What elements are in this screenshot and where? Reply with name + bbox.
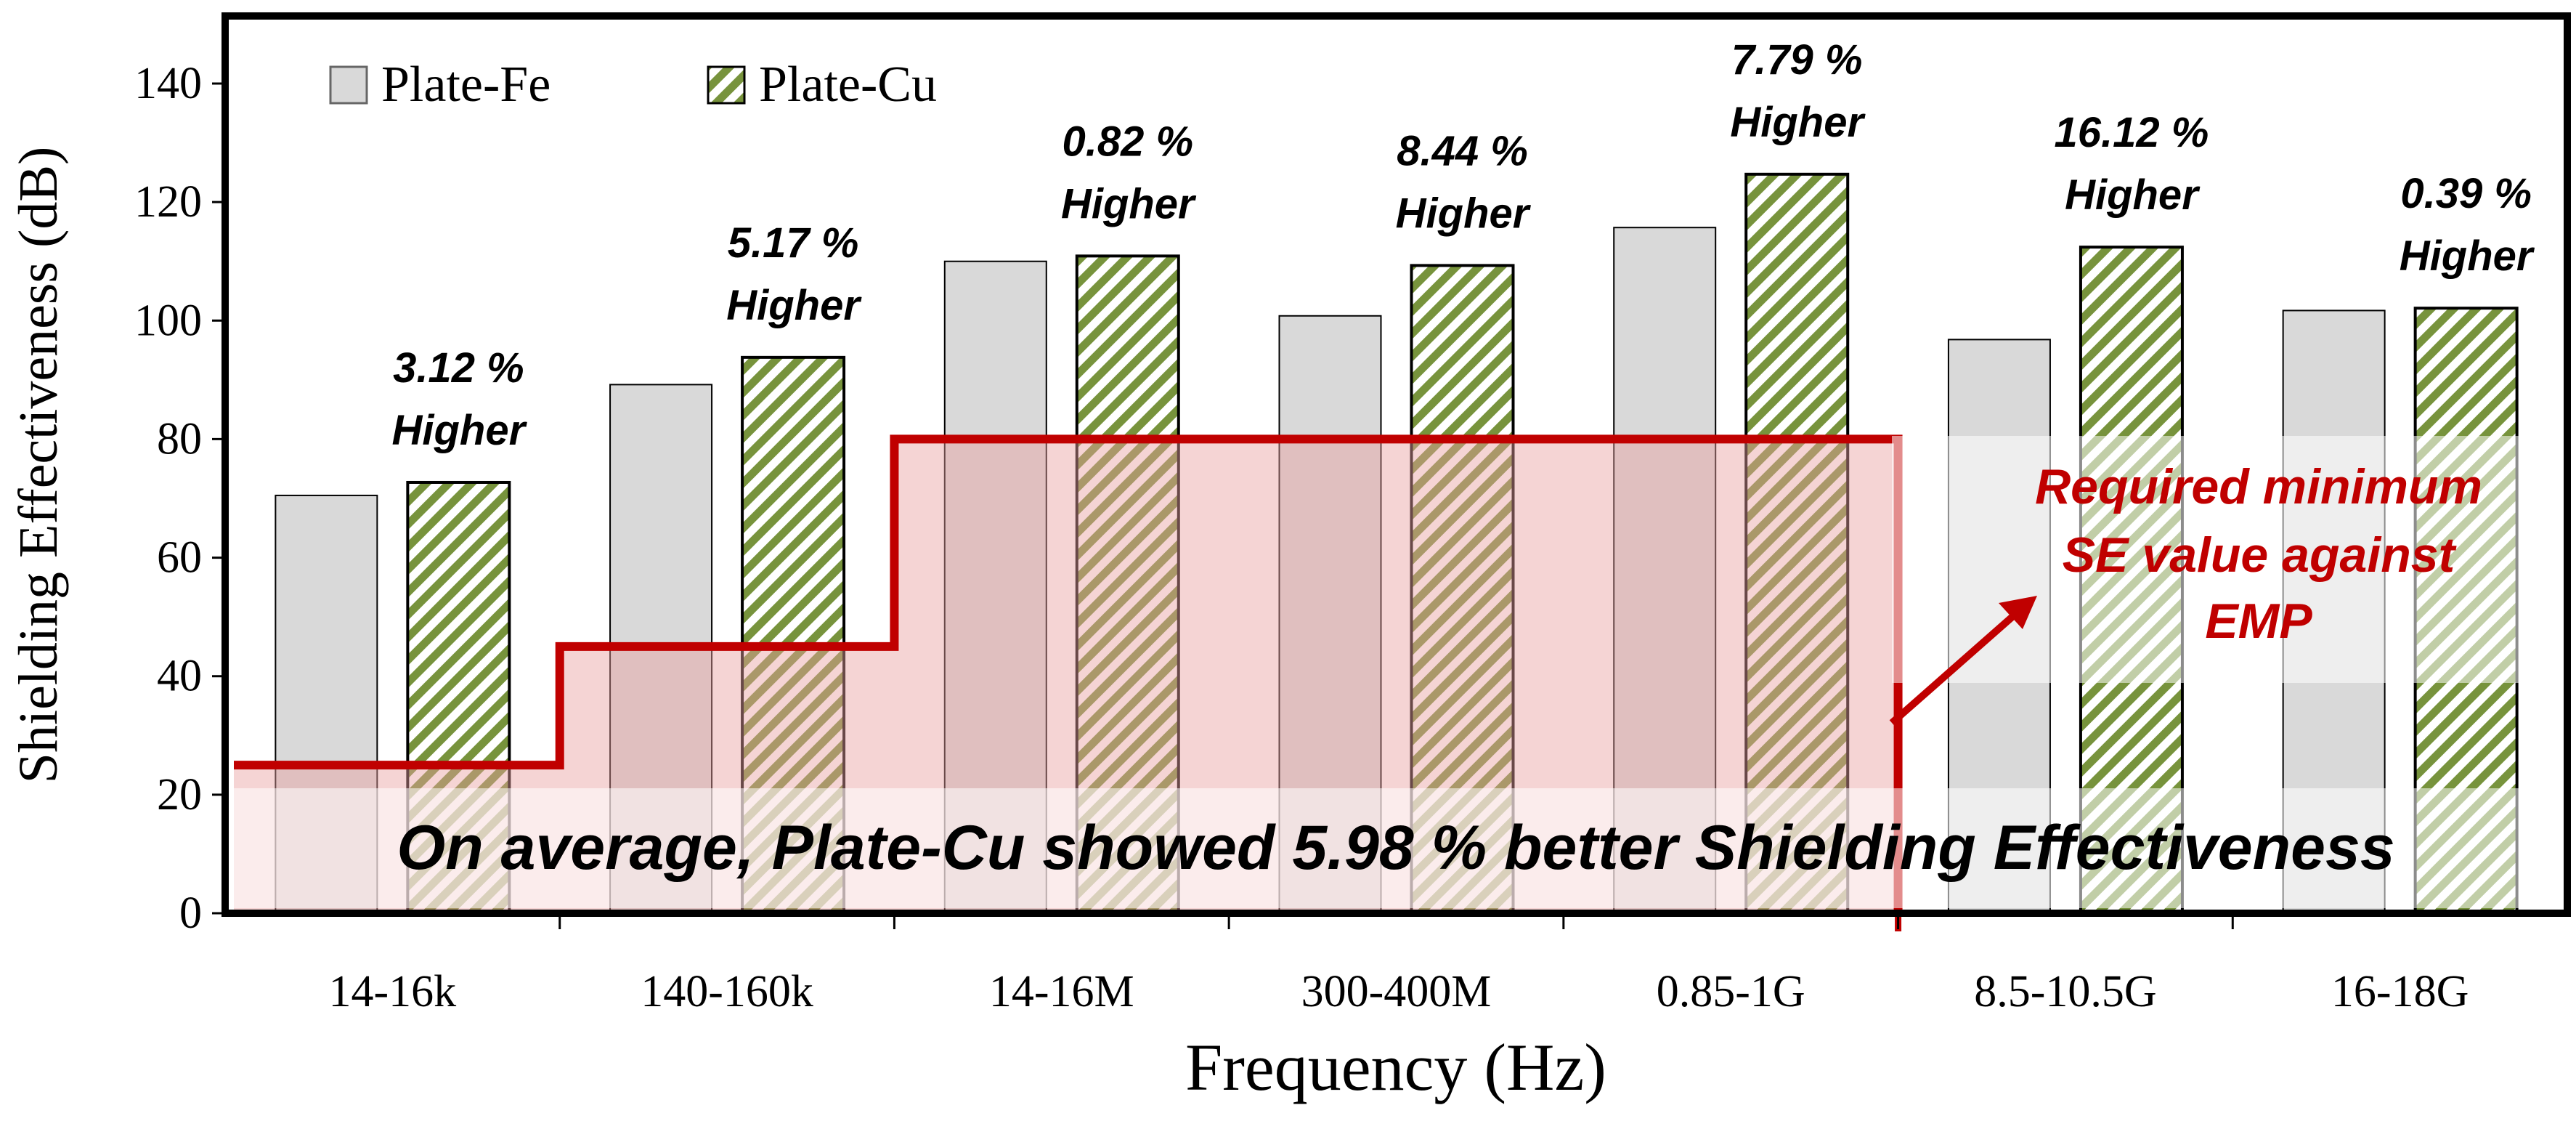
chart: 14-16k 140-160k 14-16M 300-400M 0.85-1G 8.5-1… — [0, 0, 2576, 1129]
x-tick-label: 140-160k — [641, 967, 813, 1016]
annotation-percent: 3.12 % — [393, 344, 524, 392]
annotation-higher: Higher — [1396, 190, 1532, 237]
x-tick-label: 14-16k — [329, 967, 457, 1016]
y-tick-label: 20 — [157, 770, 202, 820]
annotation-higher: Higher — [392, 407, 528, 454]
y-tick-label: 120 — [134, 177, 202, 227]
y-tick-label: 0 — [179, 889, 202, 938]
x-tick-label: 16-18G — [2331, 967, 2469, 1016]
x-tick-label: 300-400M — [1301, 967, 1492, 1016]
y-tick-label: 60 — [157, 533, 202, 583]
requirement-label-line-1: Required minimum — [2035, 459, 2482, 514]
y-tick-label: 80 — [157, 414, 202, 464]
x-axis-label: Frequency (Hz) — [1185, 1030, 1606, 1104]
annotation-higher: Higher — [2400, 232, 2535, 280]
x-tick-label: 8.5-10.5G — [1974, 967, 2156, 1016]
legend-label-plate-cu: Plate-Cu — [759, 57, 937, 113]
requirement-label-line-2: SE value against — [2063, 527, 2457, 583]
annotation-percent: 7.79 % — [1731, 36, 1863, 84]
annotation-higher: Higher — [2065, 171, 2201, 219]
legend-label-plate-fe: Plate-Fe — [381, 57, 550, 113]
summary-text: On average, Plate-Cu showed 5.98 % bette… — [397, 813, 2394, 883]
y-tick-label: 100 — [134, 296, 202, 345]
y-axis-label: Shielding Effectiveness (dB) — [8, 147, 69, 784]
legend-swatch-plate-cu — [708, 67, 744, 103]
annotation-higher: Higher — [1730, 99, 1866, 146]
annotation-higher: Higher — [1061, 180, 1197, 227]
legend: Plate-Fe Plate-Cu — [330, 57, 937, 113]
annotation-percent: 16.12 % — [2055, 109, 2209, 156]
y-tick-label: 140 — [134, 59, 202, 108]
annotation-higher: Higher — [726, 282, 862, 329]
annotation-percent: 5.17 % — [728, 219, 859, 267]
annotation-percent: 0.82 % — [1062, 118, 1193, 165]
annotation-percent: 8.44 % — [1397, 127, 1528, 174]
y-tick-label: 40 — [157, 652, 202, 701]
annotation-percent: 0.39 % — [2400, 170, 2532, 217]
legend-swatch-plate-fe — [330, 67, 367, 103]
x-tick-label: 0.85-1G — [1657, 967, 1805, 1016]
requirement-label-line-3: EMP — [2205, 594, 2312, 649]
x-tick-label: 14-16M — [989, 967, 1134, 1016]
